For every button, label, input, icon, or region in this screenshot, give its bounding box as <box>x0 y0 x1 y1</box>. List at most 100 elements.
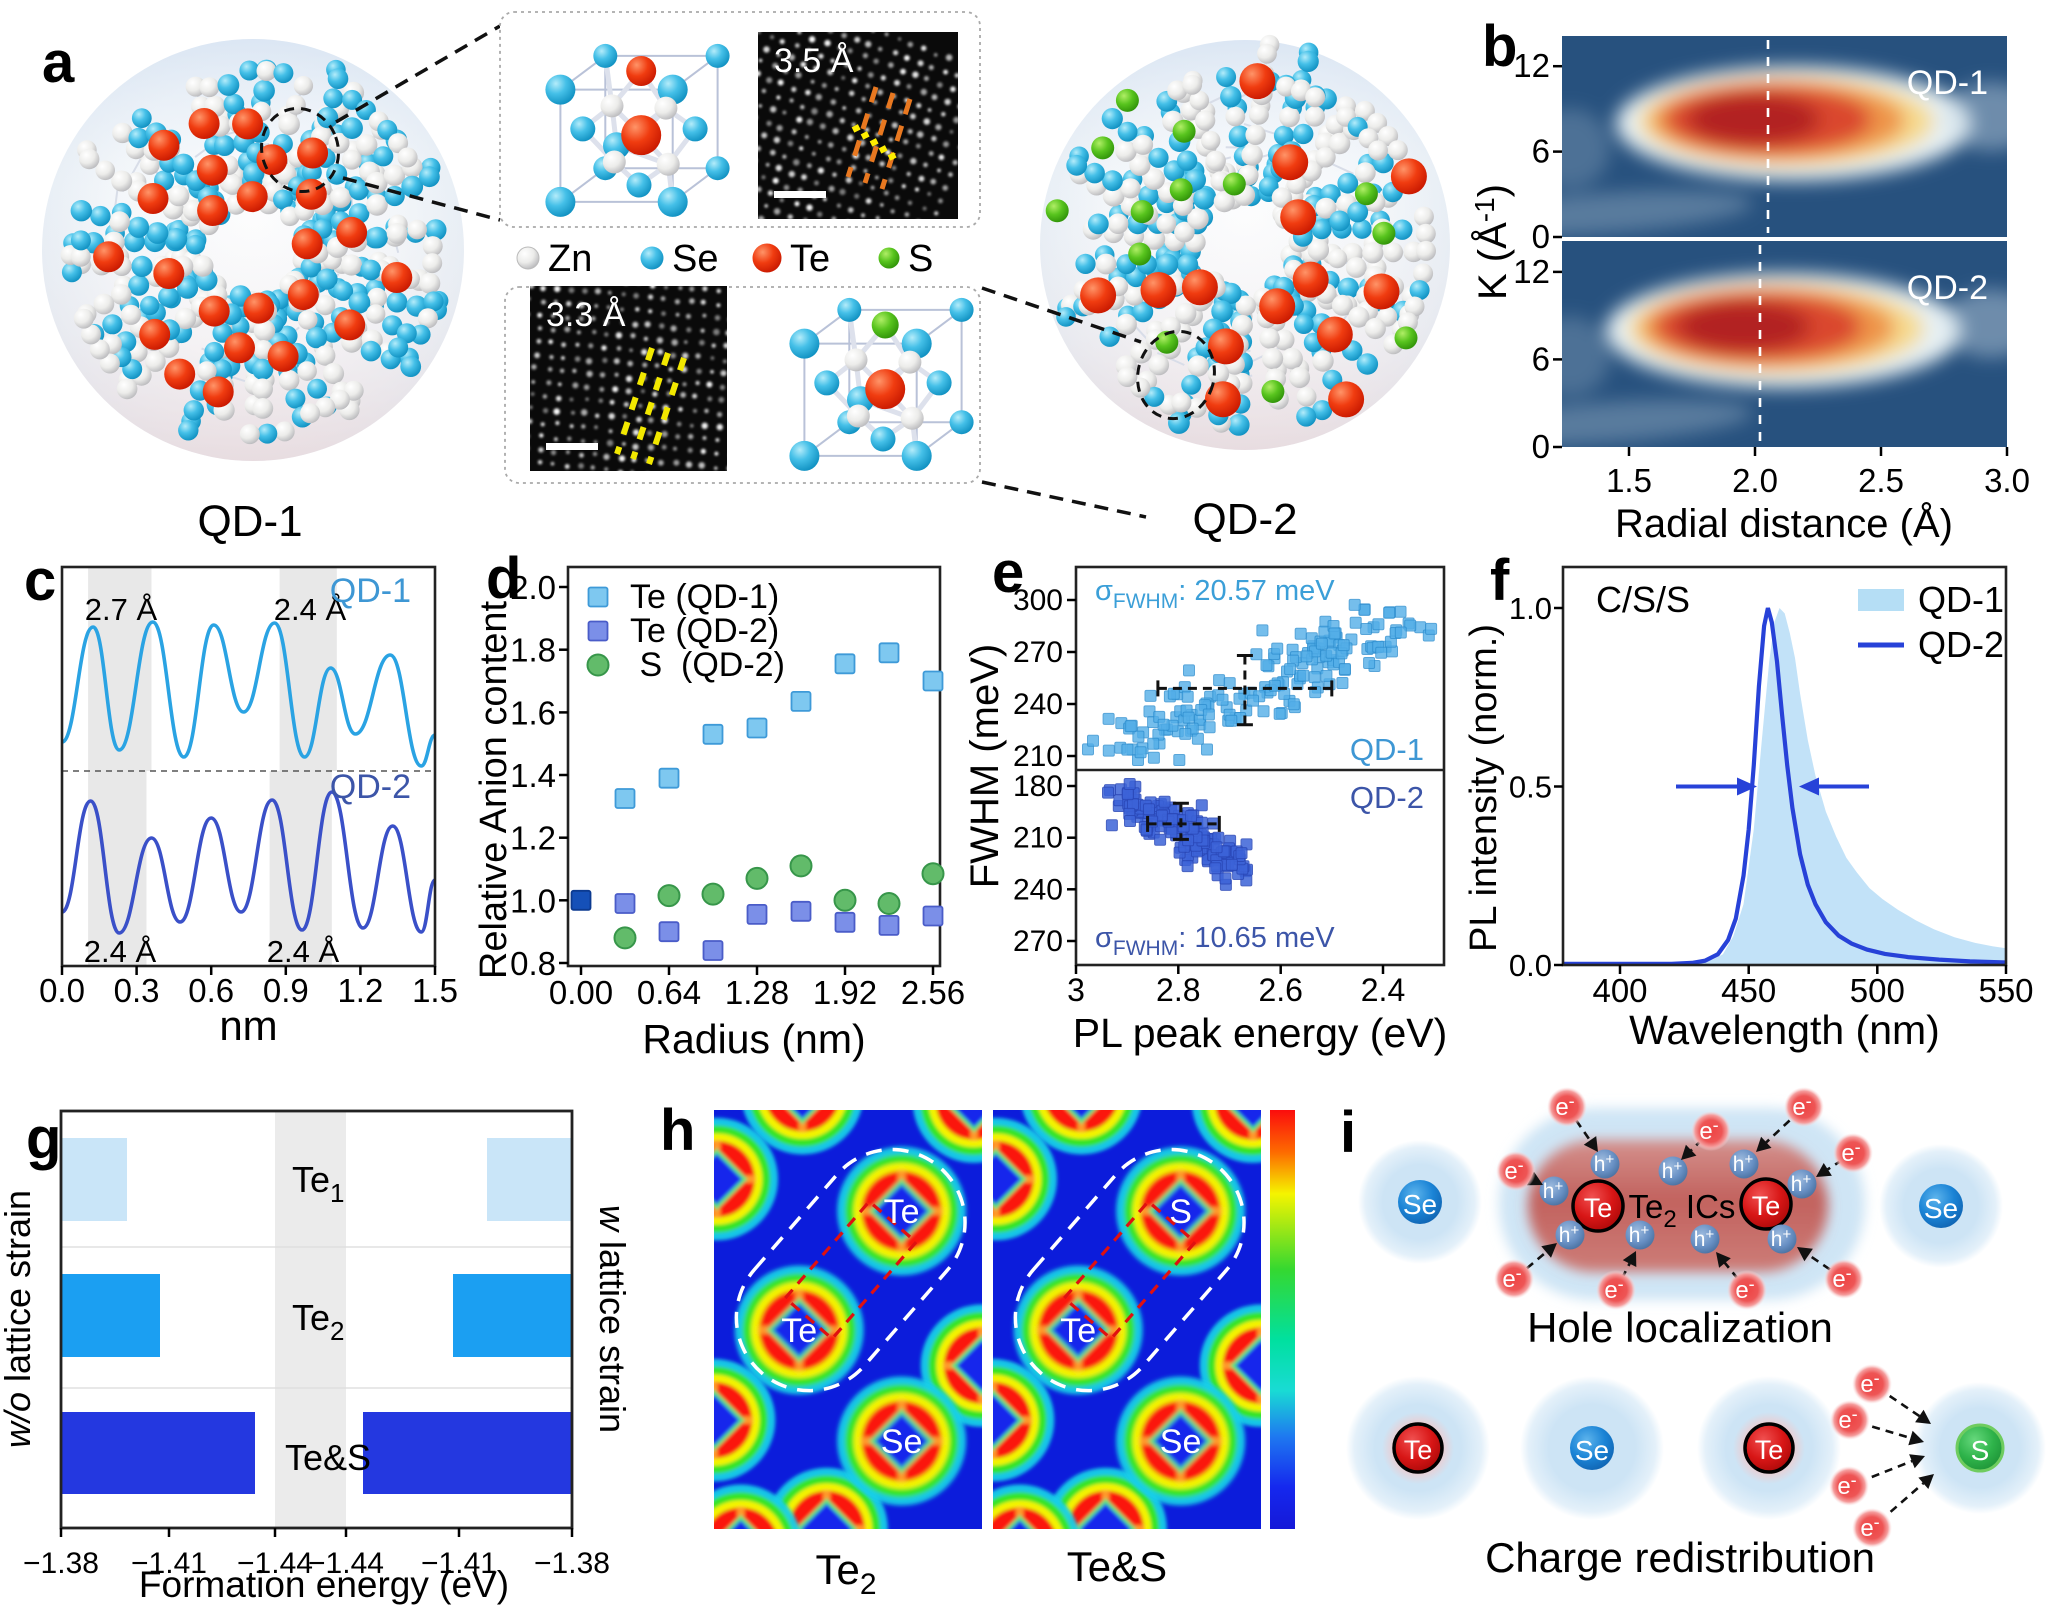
svg-text:−1.44: −1.44 <box>308 1547 384 1580</box>
svg-text:1.0: 1.0 <box>510 882 556 919</box>
svg-text:Se: Se <box>1924 1193 1958 1224</box>
svg-text:FWHM (meV): FWHM (meV) <box>963 644 1007 888</box>
svg-text:0.3: 0.3 <box>114 972 160 1009</box>
svg-text:2.4 Å: 2.4 Å <box>267 934 340 969</box>
svg-text:1.2: 1.2 <box>337 972 383 1009</box>
svg-text:1.5: 1.5 <box>412 972 458 1009</box>
svg-text:2.5: 2.5 <box>1858 462 1904 499</box>
svg-text:1.2: 1.2 <box>510 820 556 857</box>
svg-text:Se: Se <box>1575 1435 1609 1466</box>
svg-text:QD-2: QD-2 <box>1918 624 2004 665</box>
svg-text:210: 210 <box>1013 822 1063 855</box>
svg-text:S: S <box>1971 1435 1990 1466</box>
svg-text:Te2: Te2 <box>292 1297 345 1346</box>
svg-text:0.6: 0.6 <box>188 972 234 1009</box>
svg-text:QD-1: QD-1 <box>1918 579 2004 620</box>
svg-text:2.56: 2.56 <box>901 974 965 1011</box>
svg-text:−1.38: −1.38 <box>534 1547 610 1580</box>
svg-text:3.5 Å: 3.5 Å <box>774 42 854 80</box>
svg-text:S: S <box>908 238 933 280</box>
svg-text:180: 180 <box>1013 770 1063 803</box>
svg-text:1.5: 1.5 <box>1606 462 1652 499</box>
svg-text:3.0: 3.0 <box>1984 462 2030 499</box>
svg-text:Radius (nm): Radius (nm) <box>642 1016 865 1062</box>
svg-text:Te: Te <box>1060 1312 1096 1350</box>
svg-text:270: 270 <box>1013 636 1063 669</box>
svg-text:Zn: Zn <box>548 238 592 280</box>
svg-text:2.8: 2.8 <box>1156 972 1200 1008</box>
svg-text:1.92: 1.92 <box>813 974 877 1011</box>
svg-text:QD-1: QD-1 <box>1907 64 1988 102</box>
svg-text:0.00: 0.00 <box>549 974 613 1011</box>
svg-text:550: 550 <box>1978 972 2033 1009</box>
svg-text:6: 6 <box>1532 133 1550 170</box>
svg-text:Se: Se <box>1403 1189 1437 1220</box>
svg-text:Hole localization: Hole localization <box>1527 1304 1833 1351</box>
svg-text:QD-1: QD-1 <box>1350 732 1424 767</box>
svg-text:S: S <box>1169 1193 1192 1231</box>
svg-text:QD-1: QD-1 <box>330 572 411 610</box>
svg-text:−1.38: −1.38 <box>23 1547 99 1580</box>
svg-text:−1.41: −1.41 <box>131 1547 207 1580</box>
svg-text:Te: Te <box>790 238 830 280</box>
svg-text:Relative Anion content: Relative Anion content <box>473 600 515 979</box>
svg-text:Formation energy (eV): Formation energy (eV) <box>139 1564 509 1605</box>
svg-text:S (QD-2): S (QD-2) <box>630 646 785 684</box>
svg-text:300: 300 <box>1013 584 1063 617</box>
svg-text:Te (QD-2): Te (QD-2) <box>630 612 779 650</box>
svg-text:500: 500 <box>1850 972 1905 1009</box>
svg-text:2.4: 2.4 <box>1361 972 1405 1008</box>
svg-text:0.9: 0.9 <box>263 972 309 1009</box>
svg-text:i: i <box>1340 1100 1356 1165</box>
svg-text:Wavelength (nm): Wavelength (nm) <box>1629 1007 1940 1053</box>
svg-text:3: 3 <box>1067 972 1085 1008</box>
svg-text:2.7 Å: 2.7 Å <box>85 592 158 627</box>
svg-text:2.4 Å: 2.4 Å <box>274 592 347 627</box>
svg-text:450: 450 <box>1721 972 1776 1009</box>
svg-text:1.4: 1.4 <box>510 757 556 794</box>
svg-text:2.0: 2.0 <box>510 569 556 606</box>
svg-text:0: 0 <box>1532 428 1550 465</box>
svg-text:PL peak energy (eV): PL peak energy (eV) <box>1073 1010 1448 1056</box>
svg-text:Te: Te <box>1752 1191 1781 1221</box>
svg-text:Te: Te <box>1755 1435 1784 1465</box>
svg-text:0.0: 0.0 <box>1509 948 1552 983</box>
svg-text:a: a <box>42 30 75 95</box>
svg-text:w lattice strain: w lattice strain <box>592 1205 633 1433</box>
svg-text:6: 6 <box>1532 340 1550 377</box>
svg-text:Charge redistribution: Charge redistribution <box>1485 1534 1875 1581</box>
svg-text:nm: nm <box>219 1002 277 1049</box>
svg-text:Te: Te <box>781 1312 817 1350</box>
svg-text:QD-2: QD-2 <box>1350 780 1424 815</box>
svg-text:3.3 Å: 3.3 Å <box>546 296 626 334</box>
svg-text:0.8: 0.8 <box>510 945 556 982</box>
svg-text:1.6: 1.6 <box>510 694 556 731</box>
svg-text:e: e <box>992 540 1024 605</box>
svg-text:σFWHM: 10.65 meV: σFWHM: 10.65 meV <box>1095 922 1335 960</box>
svg-text:PL intensity (norm.): PL intensity (norm.) <box>1463 624 1505 952</box>
svg-text:Te (QD-1): Te (QD-1) <box>630 578 779 616</box>
svg-text:12: 12 <box>1513 253 1550 290</box>
svg-text:1.28: 1.28 <box>725 974 789 1011</box>
svg-text:f: f <box>1490 548 1510 613</box>
svg-text:c: c <box>24 548 56 613</box>
svg-text:C/S/S: C/S/S <box>1596 579 1690 620</box>
svg-text:h: h <box>660 1098 695 1163</box>
svg-text:2.4 Å: 2.4 Å <box>84 934 157 969</box>
svg-text:1.8: 1.8 <box>510 632 556 669</box>
svg-text:b: b <box>1482 14 1517 79</box>
svg-text:Te: Te <box>1404 1435 1433 1465</box>
svg-text:QD-2: QD-2 <box>1907 269 1988 307</box>
svg-text:2.0: 2.0 <box>1732 462 1778 499</box>
svg-text:2.6: 2.6 <box>1258 972 1302 1008</box>
svg-text:Te: Te <box>1584 1193 1613 1223</box>
svg-text:0.0: 0.0 <box>39 972 85 1009</box>
svg-text:0: 0 <box>1532 218 1550 255</box>
svg-text:Te&S: Te&S <box>285 1437 371 1478</box>
svg-text:−1.44: −1.44 <box>237 1547 313 1580</box>
svg-text:−1.41: −1.41 <box>421 1547 497 1580</box>
svg-text:270: 270 <box>1013 925 1063 958</box>
svg-text:400: 400 <box>1592 972 1647 1009</box>
svg-text:QD-1: QD-1 <box>197 497 302 546</box>
svg-text:240: 240 <box>1013 688 1063 721</box>
